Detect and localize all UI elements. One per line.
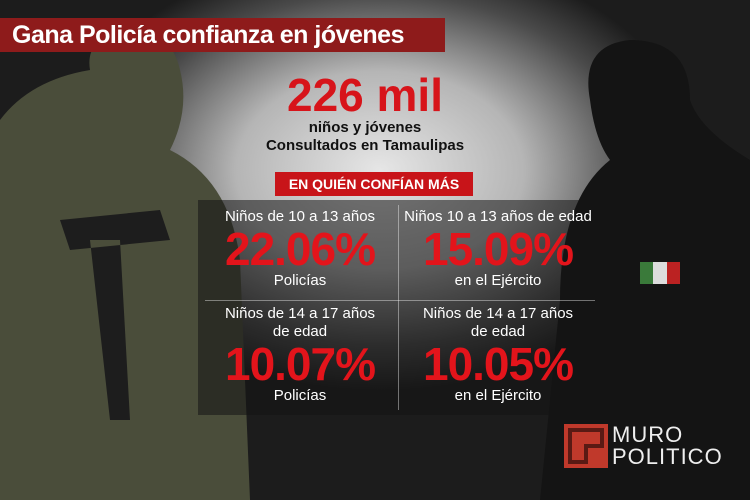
stat-label: Niños de 14 a 17 años [422,305,574,322]
divider [398,205,399,410]
divider [205,300,595,301]
stat-cell: Niños de 10 a 13 años 22.06% Policías [200,208,400,290]
logo: MURO POLITICO [564,424,722,473]
logo-text: MURO [612,422,684,447]
logo-text: POLITICO [612,444,723,469]
stat-label: Niños 10 a 13 años de edad [404,208,592,225]
logo-mark [568,428,604,464]
headline-line: niños y jóvenes [308,119,422,136]
stat-percent: 10.07% [224,338,376,390]
stat-group: Policías [273,272,327,289]
stat-percent: 22.06% [224,223,376,275]
flag-patch-red [667,262,680,284]
stat-percent: 10.05% [422,338,574,390]
flag-patch-center [653,262,667,284]
stat-group: Policías [273,387,327,404]
title: Gana Policía confianza en jóvenes [0,18,445,52]
stat-label: de edad [470,323,526,340]
stat-cell: Niños de 14 a 17 años de edad 10.07% Policí… [200,305,400,405]
section-title: EN QUIÉN CONFÍAN MÁS [275,172,473,196]
stat-percent: 15.09% [422,223,574,275]
soldier-silhouette [0,29,250,500]
stat-cell: Niños de 14 a 17 años de edad 10.05% en el … [398,305,598,405]
headline-line: Consultados en Tamaulipas [265,137,465,154]
stats-panel [198,200,602,415]
stat-group: en el Ejército [454,387,542,404]
stat-group: en el Ejército [454,272,542,289]
stat-label: Niños de 10 a 13 años [224,208,376,225]
logo-icon [564,424,608,468]
stat-cell: Niños 10 a 13 años de edad 15.09% en el Ej… [398,208,598,290]
headline-number: 226 mil [287,69,443,121]
rifle-silhouette [60,210,170,420]
stat-label: de edad [272,323,328,340]
stat-label: Niños de 14 a 17 años [224,305,376,322]
